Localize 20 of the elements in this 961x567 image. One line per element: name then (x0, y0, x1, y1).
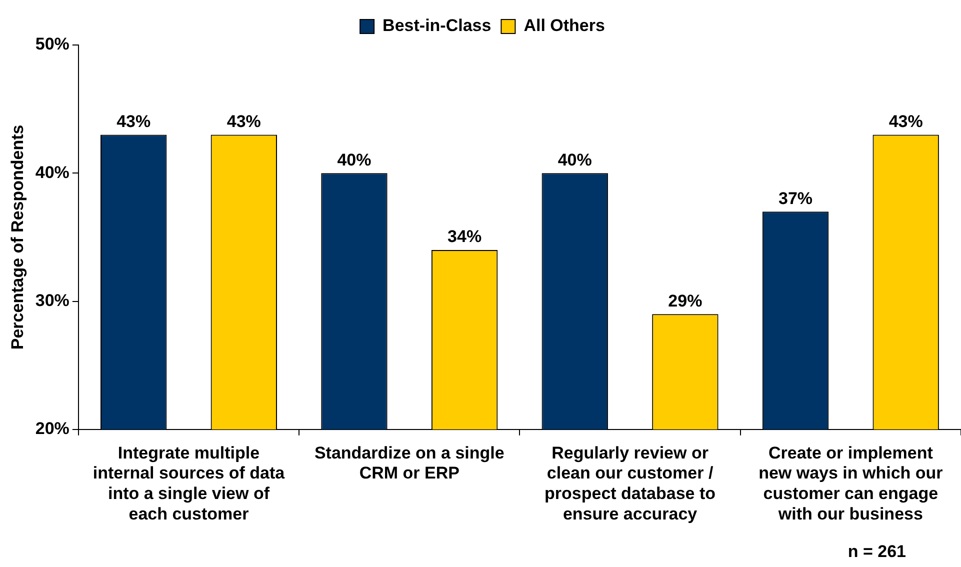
x-tick-label: Create or implement new ways in which our customer can engage with our business (758, 443, 944, 524)
data-label: 34% (448, 227, 482, 246)
y-tick-label: 30% (35, 290, 70, 310)
x-tick-label: Regularly review or clean our customer / prospect database to ensure accuracy (544, 443, 716, 524)
y-tick-label: 50% (35, 34, 70, 54)
data-label: 43% (888, 112, 923, 131)
data-label: 37% (778, 188, 813, 208)
text: n = 261 (848, 542, 906, 562)
y-axis-title: Percentage of Respondents (8, 124, 27, 350)
data-label: 40% (558, 150, 592, 170)
x-tick-label: Standardize on a single CRM or ERP (314, 443, 504, 483)
legend-label: All Others (524, 16, 605, 36)
y-tick-label: 20% (35, 419, 70, 438)
data-label: 43% (226, 112, 261, 131)
legend-label: Best-in-Class (382, 16, 492, 36)
data-label: 40% (337, 150, 372, 170)
x-tick-label: Integrate multiple internal sources of data into a single view of each customer (92, 443, 286, 524)
data-label: 43% (116, 112, 151, 131)
data-label: 29% (668, 291, 702, 310)
y-tick-label: 40% (35, 162, 70, 182)
